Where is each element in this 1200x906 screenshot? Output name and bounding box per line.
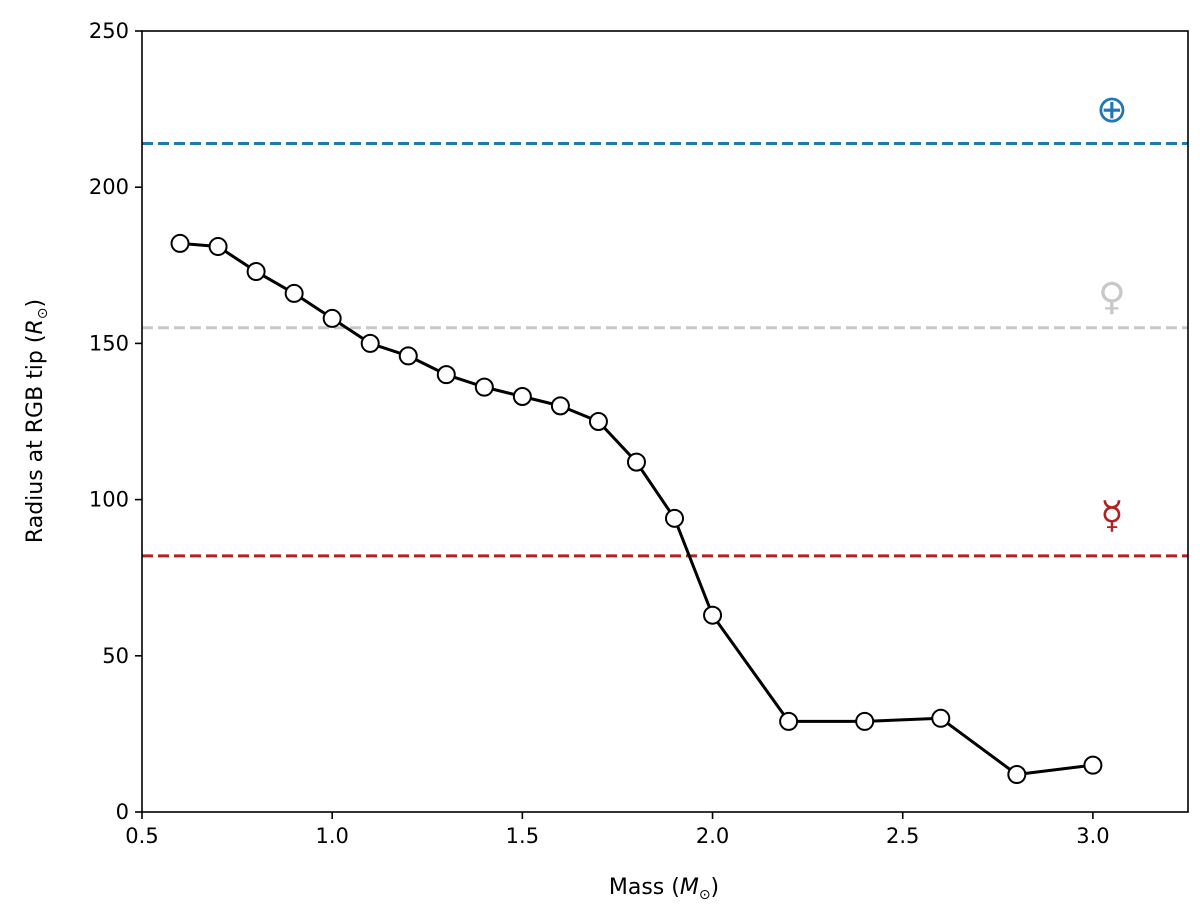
y-tick-label: 100 <box>89 488 129 512</box>
x-axis: 0.5 1.0 1.5 2.0 2.5 3.0 <box>125 812 1110 848</box>
y-axis: 0 50 100 150 200 250 <box>89 19 142 824</box>
reference-lines: ⊕ ♀ ☿ <box>142 87 1188 558</box>
planet-symbol-2: ☿ <box>1100 493 1123 537</box>
x-axis-label: Mass (M⊙) <box>609 875 719 903</box>
data-point <box>284 283 304 303</box>
data-point <box>1083 755 1103 775</box>
y-axis-label: Radius at RGB tip (R⊙) <box>23 299 51 543</box>
x-tick-label: 0.5 <box>125 824 158 848</box>
data-point <box>779 711 799 731</box>
plot-area-frame <box>141 30 1189 813</box>
y-tick-label: 150 <box>89 331 129 355</box>
data-point <box>322 308 342 328</box>
data-point <box>1007 765 1027 785</box>
data-point <box>550 396 570 416</box>
data-point <box>512 387 532 407</box>
y-tick-label: 200 <box>89 175 129 199</box>
planet-symbol-0: ⊕ <box>1096 87 1128 131</box>
y-tick-label: 50 <box>102 644 129 668</box>
data-point <box>170 233 190 253</box>
x-tick-label: 3.0 <box>1076 824 1109 848</box>
data-point <box>665 508 685 528</box>
x-tick-label: 2.5 <box>886 824 919 848</box>
data-point <box>931 708 951 728</box>
data-series <box>179 241 1094 777</box>
data-point <box>703 605 723 625</box>
y-tick-label: 250 <box>89 19 129 43</box>
data-point <box>474 377 494 397</box>
data-point <box>398 346 418 366</box>
data-point <box>360 333 380 353</box>
x-tick-label: 1.5 <box>506 824 539 848</box>
data-point <box>246 262 266 282</box>
series-line-0 <box>179 241 1094 777</box>
planet-symbol-1: ♀ <box>1098 275 1126 319</box>
y-tick-label: 0 <box>116 800 129 824</box>
x-tick-label: 2.0 <box>696 824 729 848</box>
data-point <box>588 412 608 431</box>
data-markers <box>170 233 1103 785</box>
data-point <box>436 365 456 385</box>
x-tick-label: 1.0 <box>315 824 348 848</box>
data-point <box>208 237 228 257</box>
data-point <box>855 711 875 731</box>
data-point <box>626 452 646 472</box>
